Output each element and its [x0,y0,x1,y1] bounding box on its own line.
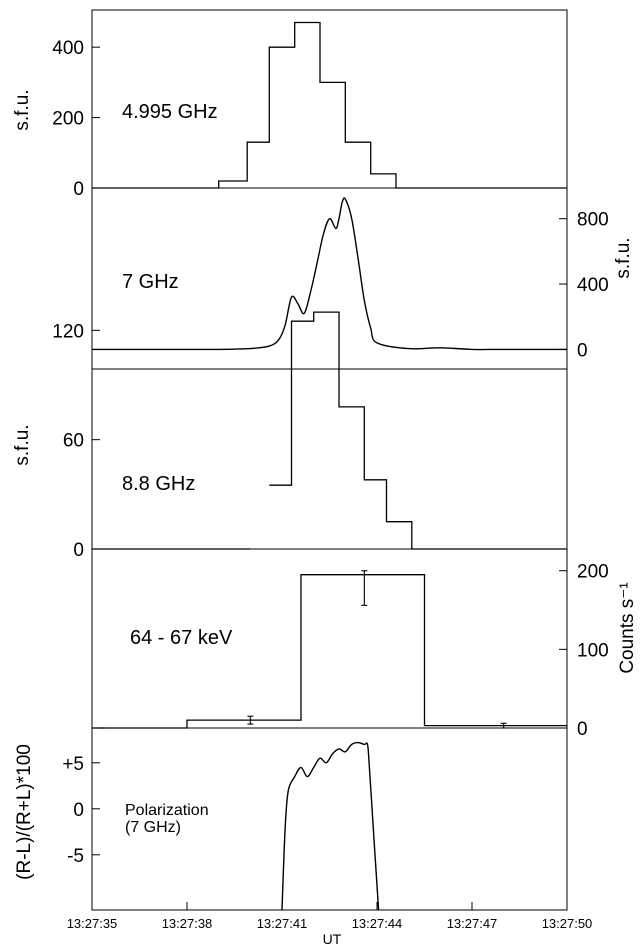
x-tick-label: 13:27:41 [257,916,308,931]
panel-3-ytick-label: 0 [73,540,84,561]
panel-2-ytick-label: 400 [577,275,609,296]
chart-marks: 0 200 400 0 400 800 0 60 120 0 100 200 -5 0 +5 13:27:35… [52,21,609,931]
panel-4-ytick-label: 100 [577,640,609,661]
x-tick-label: 13:27:50 [542,916,593,931]
plot-frame [91,9,568,911]
x-axis-label: UT [323,931,342,947]
panel-5-label: Polarization [125,802,209,819]
panel-2-label: 7 GHz [122,271,179,293]
x-tick-label: 13:27:44 [352,916,403,931]
x-tick-label: 13:27:38 [162,916,213,931]
panel-3-ytick-label: 60 [63,431,84,452]
panel-3-series-2 [269,311,567,550]
x-tick-label: 13:27:35 [67,916,118,931]
panel-4-ylabel: Counts s⁻¹ [617,582,638,673]
panel-2-ytick-label: 0 [577,340,588,361]
panel-5-ytick-label: -5 [67,846,84,867]
panel-2-series-1 [92,197,567,351]
panel-5-ylabel: (R-L)/(R+L)*100 [14,744,35,880]
panel-5-label-sub: (7 GHz) [125,819,181,836]
panel-3-ytick-label: 120 [52,321,84,342]
panel-3-label: 8.8 GHz [122,473,195,495]
panel-1-ytick-label: 0 [73,179,84,200]
x-tick-label: 13:27:47 [447,916,498,931]
panel-1-label: 4.995 GHz [122,101,218,123]
panel-4-ytick-label: 200 [577,562,609,583]
panel-4-series-1 [92,574,567,729]
panel-5-ytick-label: +5 [62,754,84,775]
panel-5-ytick-label: 0 [73,800,84,821]
panel-1-ylabel: s.f.u. [12,89,33,130]
panel-5-series-1 [281,741,380,911]
panel-4-ytick-label: 0 [577,719,588,740]
panel-2-ytick-label: 800 [577,210,609,231]
panel-4-label: 64 - 67 keV [130,627,233,649]
panel-1-series-1 [92,21,567,189]
panel-3-ylabel: s.f.u. [12,424,33,465]
panel-2-ylabel: s.f.u. [613,237,634,278]
panel-1-ytick-label: 200 [52,109,84,130]
panel-1-ytick-label: 400 [52,38,84,59]
